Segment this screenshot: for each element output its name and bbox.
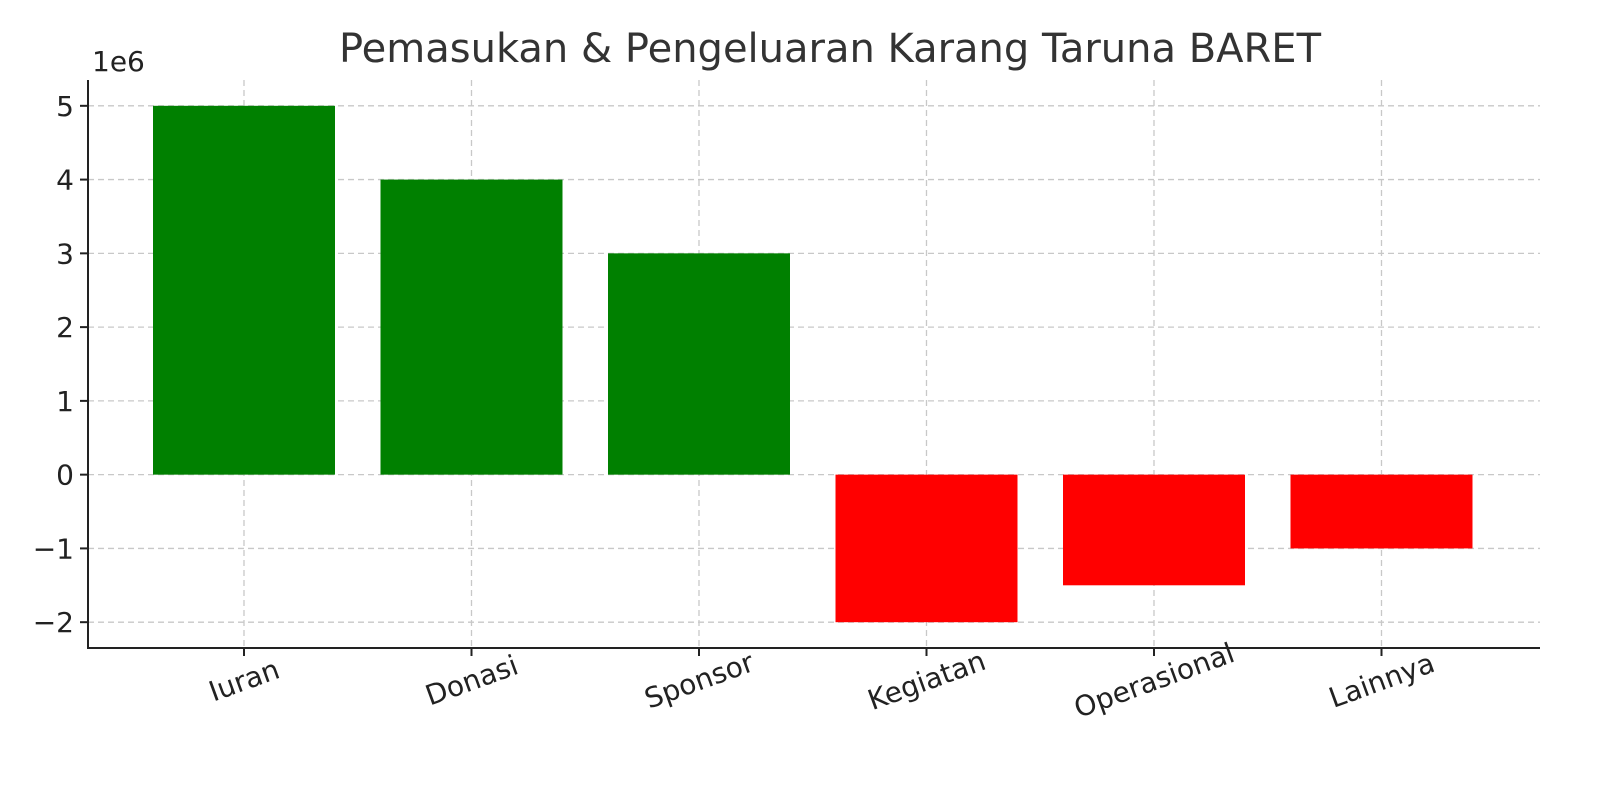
y-axis-offset-label: 1e6 bbox=[92, 45, 145, 78]
bar-iuran bbox=[153, 105, 335, 475]
y-tick-label-2: 3 bbox=[56, 237, 74, 270]
chart-title: Pemasukan & Pengeluaran Karang Taruna BA… bbox=[339, 26, 1322, 72]
y-tick-label-1: 4 bbox=[56, 164, 74, 197]
y-tick-label-6: −1 bbox=[33, 532, 74, 565]
axes-layer bbox=[87, 80, 1540, 649]
y-tick-label-7: −2 bbox=[33, 606, 74, 639]
y-tick-label-4: 1 bbox=[56, 385, 74, 418]
bar-operasional bbox=[1063, 474, 1245, 586]
bar-kegiatan bbox=[835, 474, 1018, 623]
bars-layer bbox=[153, 105, 1473, 623]
bar-sponsor bbox=[608, 253, 790, 475]
x-tick-label-lainnya: Lainnya bbox=[1324, 646, 1438, 715]
x-tick-label-donasi: Donasi bbox=[421, 649, 522, 713]
bar-donasi bbox=[380, 179, 563, 475]
bar-lainnya bbox=[1290, 474, 1473, 549]
y-tick-label-3: 2 bbox=[56, 311, 74, 344]
x-tick-label-iuran: Iuran bbox=[205, 653, 284, 709]
y-tick-label-0: 5 bbox=[56, 90, 74, 123]
y-tick-label-5: 0 bbox=[56, 459, 74, 492]
